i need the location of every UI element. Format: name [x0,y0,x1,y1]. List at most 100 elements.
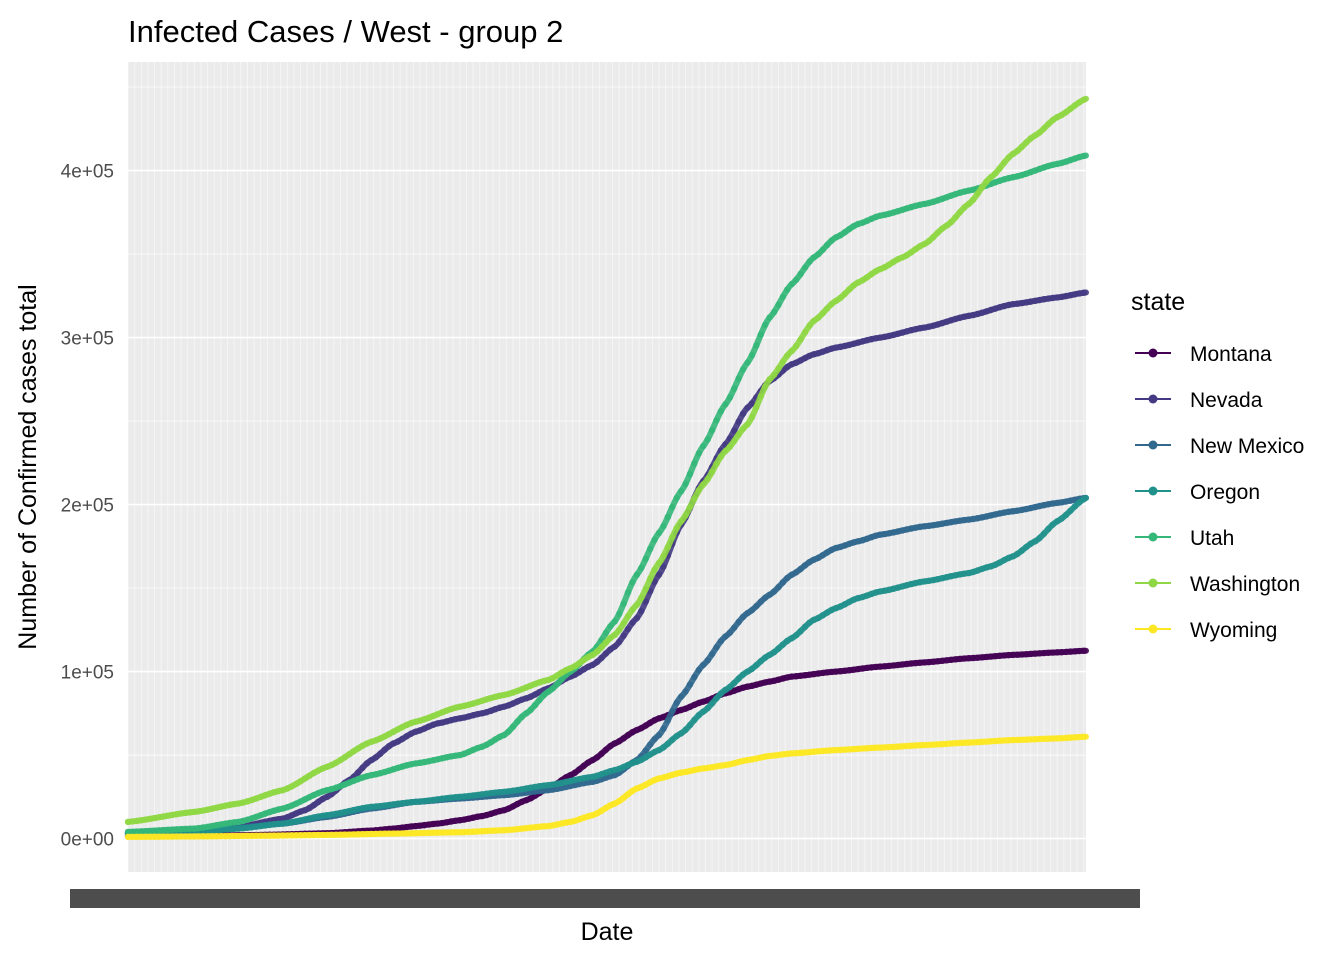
data-point [624,589,632,596]
data-point [664,717,672,724]
data-point [722,401,729,408]
series-layer [124,95,1089,841]
data-point [602,746,610,753]
data-point [624,791,632,798]
data-point [655,571,663,578]
data-point [607,623,614,630]
data-point [421,829,428,837]
data-point [514,718,521,725]
legend-label: New Mexico [1190,435,1304,458]
data-point [1045,120,1052,128]
data-point [1036,129,1043,136]
data-point [947,218,955,226]
data-point [602,650,610,657]
data-point [686,681,694,688]
data-point [669,708,676,715]
data-point [651,566,658,573]
data-point [700,442,707,450]
data-point [722,447,729,455]
data-point [598,644,605,651]
data-point [169,833,176,840]
data-point [399,830,406,837]
data-point [629,579,636,586]
data-point [726,629,733,636]
data-point [682,726,689,734]
data-point [695,666,703,674]
data-point [823,241,831,249]
data-point [1049,521,1057,528]
x-axis-tick-labels-overlapped [70,889,1140,908]
data-point [731,427,738,434]
data-point [691,673,698,681]
data-point [806,258,813,265]
data-point [660,725,667,733]
data-point [753,662,760,669]
data-point [160,833,167,840]
data-point [598,654,605,662]
data-point [611,631,618,639]
data-point [669,503,676,511]
data-point [633,601,641,608]
data-point [761,383,769,390]
data-point [620,632,627,639]
data-point [925,237,933,245]
data-point [961,204,968,211]
data-point [770,648,778,656]
data-point [655,529,663,537]
legend-key-point [1148,532,1158,542]
data-point [669,533,676,541]
data-point [447,829,455,836]
data-point [138,833,145,841]
data-point [1071,503,1079,510]
data-point [655,559,663,567]
data-point [792,276,800,284]
data-point [708,427,716,434]
data-point [1018,143,1026,151]
data-point [164,833,172,840]
data-point [748,352,756,359]
data-point [722,633,729,640]
y-tick-label: 3e+05 [61,329,114,350]
data-point [770,371,778,378]
data-point [731,679,738,687]
data-point [930,233,937,241]
data-point [598,750,605,757]
legend-label: Nevada [1190,389,1263,412]
data-point [686,504,694,511]
data-point [686,470,694,478]
data-point [195,833,202,840]
data-point [779,358,787,365]
data-point [735,418,742,425]
data-point [682,480,689,488]
data-point [700,708,707,715]
data-point [133,833,141,841]
data-point [713,417,720,424]
data-point [554,680,561,688]
legend-item: Nevada [1135,389,1263,412]
data-point [792,632,800,639]
data-point [200,833,207,840]
data-point [1040,530,1048,537]
data-point [846,286,853,293]
data-point [624,625,632,633]
data-point [996,165,1003,172]
data-point [1080,152,1087,160]
data-point [775,583,782,591]
data-point [523,710,530,717]
legend-key-point [1148,440,1158,450]
data-point [651,536,658,543]
data-point [669,736,676,743]
data-point [717,690,725,697]
data-point [717,407,725,415]
data-point [766,376,773,383]
data-point [735,675,742,682]
data-point [642,598,649,605]
data-point [797,565,804,573]
data-point [660,553,667,560]
data-point [717,637,725,645]
data-point [792,569,800,576]
data-point [651,735,658,743]
data-point [350,831,357,838]
data-point [306,831,313,839]
data-point [801,329,809,336]
